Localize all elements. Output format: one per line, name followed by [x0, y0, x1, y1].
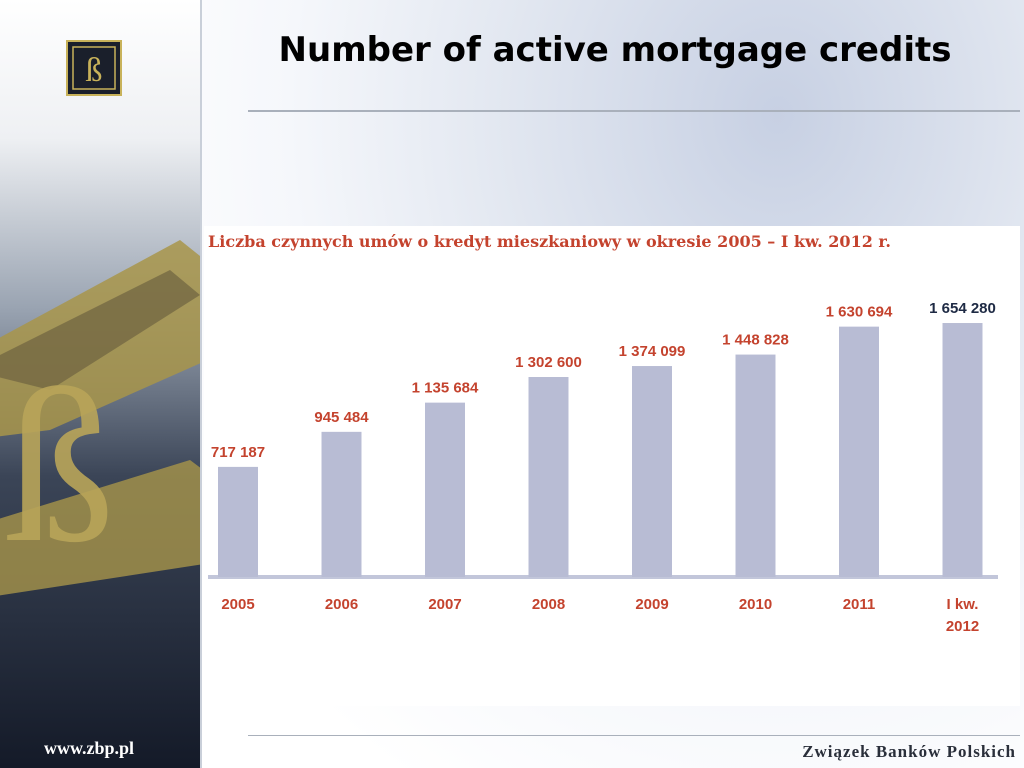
slide-title: Number of active mortgage credits [278, 30, 952, 70]
value-label-4: 1 374 099 [619, 343, 686, 360]
bar-5 [735, 354, 776, 577]
category-label-0: 2005 [221, 596, 254, 613]
category-label-1: 2006 [325, 596, 358, 613]
value-label-0: 717 187 [211, 444, 265, 461]
bottom-divider [248, 735, 1020, 736]
top-divider [248, 110, 1020, 112]
bar-2 [425, 402, 465, 577]
category-label-3: 2008 [532, 596, 565, 613]
sidebar: ß ß www.zbp.pl [0, 0, 200, 768]
website-url: www.zbp.pl [44, 738, 135, 758]
chart-baseline [208, 575, 998, 579]
value-label-6: 1 630 694 [826, 304, 893, 321]
svg-text:ß: ß [86, 52, 103, 89]
category-label-4: 2009 [635, 596, 668, 613]
category-label-7-1: 2012 [946, 618, 979, 635]
chart-title: Liczba czynnych umów o kredyt mieszkanio… [208, 232, 891, 251]
bar-3 [528, 377, 569, 577]
svg-text:ß: ß [5, 344, 115, 588]
zbp-emblem-icon: ß [0, 240, 200, 596]
bar-6 [839, 326, 879, 577]
value-label-1: 945 484 [314, 409, 369, 426]
sidebar-divider [200, 0, 202, 768]
bar-7 [942, 323, 983, 577]
footer-brand: Związek Banków Polskich [802, 742, 1016, 761]
category-label-7-0: I kw. [947, 596, 979, 613]
category-label-6: 2011 [843, 596, 876, 613]
chart-panel: Liczba czynnych umów o kredyt mieszkanio… [204, 226, 1020, 706]
value-label-3: 1 302 600 [515, 354, 582, 371]
category-label-5: 2010 [739, 596, 772, 613]
zbp-logo-icon: ß [66, 40, 122, 96]
value-label-7: 1 654 280 [929, 300, 996, 317]
value-label-5: 1 448 828 [722, 332, 789, 349]
value-label-2: 1 135 684 [412, 380, 479, 397]
category-label-2: 2007 [428, 596, 461, 613]
bar-1 [321, 431, 362, 577]
bar-4 [632, 366, 672, 577]
bar-0 [218, 466, 258, 577]
bar-chart: 717 187 2005 945 484 2006 1 135 684 2007 1 302… [208, 300, 998, 635]
